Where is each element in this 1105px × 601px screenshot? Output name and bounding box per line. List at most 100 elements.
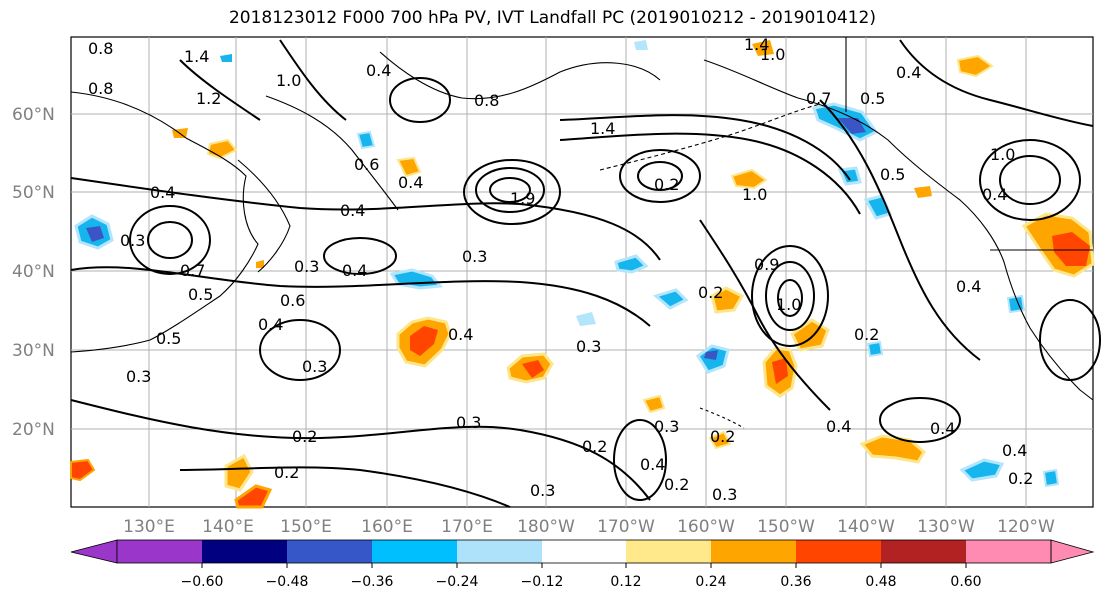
pv-contour xyxy=(70,399,651,501)
contour-label: 0.4 xyxy=(448,325,473,344)
pv-contour xyxy=(751,245,829,347)
pv-contour xyxy=(699,219,831,411)
colorbar-bin xyxy=(711,540,796,563)
colorbar-tick-label: 0.12 xyxy=(610,574,641,590)
contour-label: 0.8 xyxy=(474,91,499,110)
ivt-positive-patch xyxy=(256,260,264,268)
figure-title: 2018123012 F000 700 hPa PV, IVT Landfall… xyxy=(228,8,876,28)
contour-label: 0.4 xyxy=(366,61,391,80)
colorbar-extend-min xyxy=(70,539,118,564)
map-panel: 0.8 1.4 1.2 0.8 1.0 0.4 0.8 1.4 1.0 1.4 … xyxy=(70,35,1101,509)
ivt-positive-patch xyxy=(752,40,774,56)
contour-label: 0.4 xyxy=(956,277,981,296)
ivt-positive-core xyxy=(1052,232,1090,266)
contour-label: 0.6 xyxy=(280,291,305,310)
pv-contour xyxy=(619,149,701,203)
colorbar-tick-label: 0.24 xyxy=(695,574,726,590)
contour-label: 0.4 xyxy=(896,63,921,82)
pv-contour xyxy=(389,77,451,123)
colorbar-bin xyxy=(796,540,881,563)
contour-label: 0.7 xyxy=(180,261,205,280)
pv-contour xyxy=(979,139,1081,221)
colorbar-bin xyxy=(117,540,202,563)
ivt-negative-core xyxy=(704,350,718,360)
colorbar-tick-label: −0.24 xyxy=(436,574,479,590)
contour-label: 0.3 xyxy=(530,481,555,500)
pv-contour xyxy=(70,266,651,327)
pv-contour xyxy=(323,237,397,275)
pv-contour xyxy=(879,397,961,443)
contour-label: 0.3 xyxy=(462,247,487,266)
contour-label: 1.0 xyxy=(760,45,785,64)
pv-contour xyxy=(559,114,851,181)
ivt-negative-patch xyxy=(866,340,884,358)
ivt-positive-patch xyxy=(642,394,666,414)
contour-label: 0.2 xyxy=(1008,469,1033,488)
contour-label: 0.2 xyxy=(854,325,879,344)
hawaii-islands xyxy=(699,407,745,429)
colorbar-tick-label: 0.48 xyxy=(865,574,896,590)
ivt-positive-patch xyxy=(956,54,994,78)
colorbar-bin xyxy=(881,540,966,563)
ivt-negative-patch xyxy=(220,54,232,62)
ivt-negative-patch xyxy=(652,288,689,310)
longitude-labels: 130°E 140°E 150°E 160°E 170°E 180°W 170°… xyxy=(123,517,1055,537)
lon-label: 170°W xyxy=(597,517,655,537)
contour-label: 0.8 xyxy=(88,79,113,98)
colorbar-bin xyxy=(287,540,372,563)
contour-label: 0.3 xyxy=(120,231,145,250)
contour-label: 0.2 xyxy=(710,427,735,446)
ivt-negative-patch xyxy=(576,312,596,326)
colorbar-bin xyxy=(202,540,287,563)
contour-label: 0.4 xyxy=(150,183,175,202)
lon-label: 180°W xyxy=(517,517,575,537)
contour-label: 0.4 xyxy=(342,261,367,280)
ivt-negative-patch xyxy=(1042,468,1060,488)
contour-label: 0.8 xyxy=(88,39,113,58)
ivt-positive-core xyxy=(522,360,544,378)
contour-label: 0.2 xyxy=(582,437,607,456)
contour-label: 0.3 xyxy=(654,417,679,436)
colorbar-bin xyxy=(626,540,711,563)
contour-label: 0.2 xyxy=(698,283,723,302)
contour-label: 1.2 xyxy=(196,89,221,108)
pv-contour xyxy=(819,99,981,361)
contour-label: 0.5 xyxy=(156,329,181,348)
pv-contour xyxy=(179,59,261,121)
ivt-negative-patch xyxy=(959,458,1005,482)
ivt-positive-patch xyxy=(914,186,932,198)
colorbar-tick-label: −0.36 xyxy=(351,574,394,590)
contour-label: 0.3 xyxy=(576,337,601,356)
contour-label: 0.4 xyxy=(826,417,851,436)
coastlines xyxy=(70,37,1094,429)
contour-label-group: 0.8 1.4 1.2 0.8 1.0 0.4 0.8 1.4 1.0 1.4 … xyxy=(88,35,1033,504)
lon-label: 130°E xyxy=(123,517,175,537)
pv-contour xyxy=(279,39,347,121)
pv-contour xyxy=(777,279,803,317)
contour-label: 0.5 xyxy=(188,285,213,304)
ivt-positive-core xyxy=(772,358,788,384)
lon-label: 130°W xyxy=(917,517,975,537)
pv-contour xyxy=(1039,299,1101,381)
pv-contour xyxy=(765,261,815,331)
contour-label: 0.4 xyxy=(340,201,365,220)
lon-label: 120°W xyxy=(997,517,1055,537)
contour-label: 0.5 xyxy=(880,165,905,184)
lon-label: 170°E xyxy=(441,517,493,537)
pv-contour xyxy=(179,466,511,508)
ivt-positive-core xyxy=(410,326,438,356)
ivt-negative-patch xyxy=(614,254,649,274)
pv-contours xyxy=(70,39,1101,508)
contour-label: 0.3 xyxy=(302,357,327,376)
pv-contour xyxy=(489,177,531,203)
contour-label: 1.9 xyxy=(510,189,535,208)
pv-contour xyxy=(475,167,545,213)
lon-label: 160°W xyxy=(677,517,735,537)
kuril-coastline xyxy=(265,95,399,211)
pv-contour xyxy=(899,39,1094,127)
contour-label: 0.4 xyxy=(258,315,283,334)
ivt-negative-core xyxy=(838,118,866,134)
contour-label: 0.2 xyxy=(664,475,689,494)
contour-label: 1.0 xyxy=(990,145,1015,164)
contour-label: 0.5 xyxy=(860,89,885,108)
